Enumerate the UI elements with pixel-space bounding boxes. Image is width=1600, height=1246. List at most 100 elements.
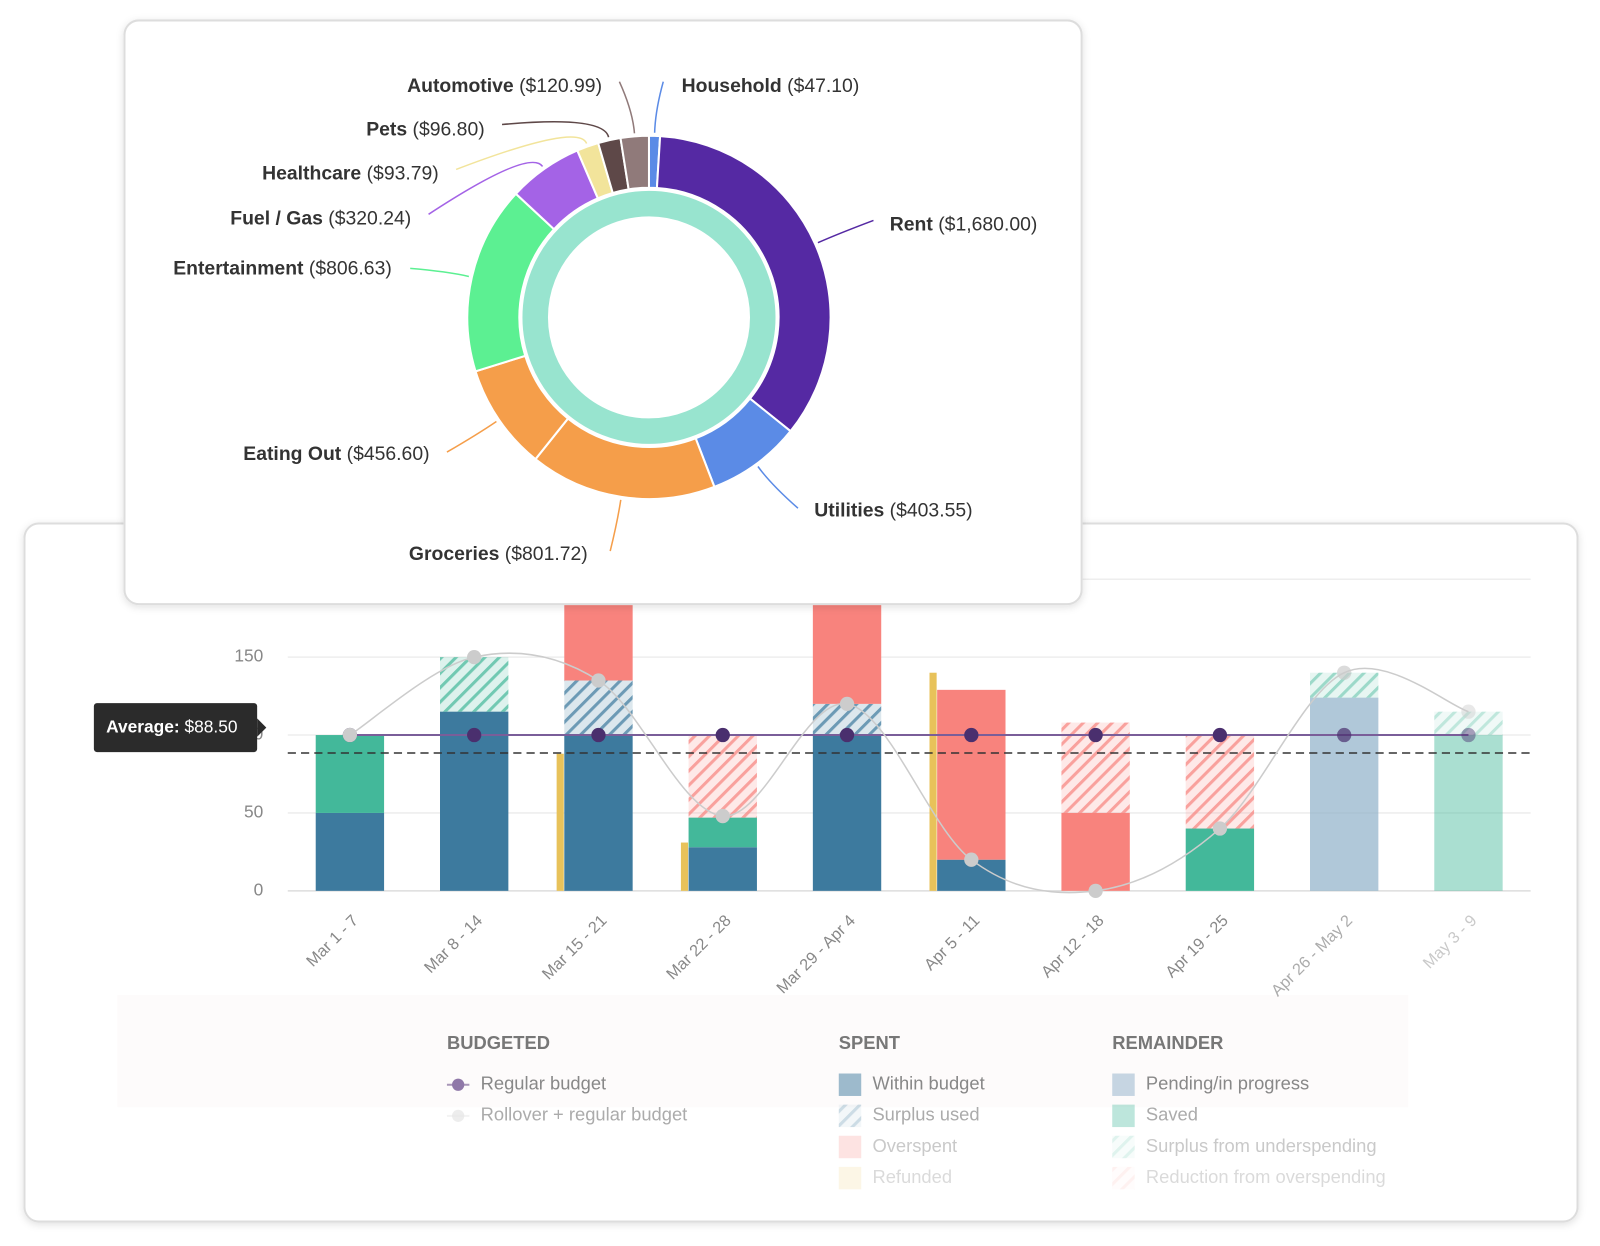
line-point [1088, 883, 1103, 898]
legend-swatch [1112, 1104, 1135, 1128]
line-point [467, 727, 482, 743]
slice-label: Automotive ($120.99) [407, 75, 602, 97]
leader-line [455, 136, 588, 171]
line-point [1088, 727, 1103, 743]
bar-segment [315, 812, 385, 891]
slice-name: Eating Out [243, 443, 341, 465]
slice-name: Healthcare [262, 163, 361, 185]
legend-label: Overspent [872, 1135, 957, 1156]
donut-slice [619, 134, 650, 191]
legend-title: SPENT [839, 1032, 901, 1053]
legend-label: Pending/in progress [1146, 1073, 1309, 1094]
slice-name: Pets [366, 119, 407, 141]
y-tick-label: 50 [244, 802, 263, 822]
legend-swatch [1112, 1135, 1135, 1159]
slice-label: Rent ($1,680.00) [890, 214, 1038, 236]
leader-line [410, 267, 470, 278]
slice-value: ($801.72) [505, 543, 588, 565]
line-point [1337, 727, 1352, 743]
bar-segment [564, 680, 633, 736]
slice-name: Groceries [409, 543, 499, 565]
bar-segment [1061, 812, 1130, 891]
legend-swatch [838, 1135, 862, 1159]
slice-value: ($1,680.00) [938, 214, 1037, 236]
bar-segment [564, 735, 633, 891]
bar-segment [937, 689, 1006, 860]
slice-label: Entertainment ($806.63) [173, 258, 392, 280]
slice-name: Utilities [814, 499, 884, 521]
legend-swatch [1112, 1166, 1135, 1190]
series-line [349, 652, 1469, 894]
line-point [1337, 665, 1352, 680]
slice-label: Groceries ($801.72) [409, 543, 588, 565]
legend-title: REMAINDER [1112, 1032, 1223, 1053]
legend-label: Regular budget [481, 1073, 607, 1094]
bar-segment [1434, 735, 1503, 891]
slice-label: Pets ($96.80) [366, 119, 484, 141]
legend-label: Reduction from overspending [1146, 1166, 1386, 1187]
line-point [964, 727, 979, 743]
slice-name: Entertainment [173, 258, 304, 280]
tooltip-text: Average: $88.50 [106, 716, 237, 736]
line-point [342, 727, 358, 743]
bar-segment [315, 735, 385, 813]
slice-label: Fuel / Gas ($320.24) [230, 208, 411, 230]
leader-line [653, 81, 665, 133]
slice-label: Household ($47.10) [682, 75, 860, 97]
line-point [1461, 704, 1476, 719]
slice-label: Healthcare ($93.79) [262, 163, 439, 185]
legend-label: Surplus used [872, 1104, 979, 1125]
bar-segment [1434, 711, 1503, 736]
tooltip [93, 703, 258, 753]
line-point [1212, 727, 1228, 743]
legend-label: Rollover + regular budget [481, 1104, 688, 1125]
leader-line [618, 81, 636, 134]
bar-segment [688, 847, 757, 891]
slice-value: ($456.60) [347, 443, 430, 465]
line-point [1212, 821, 1228, 836]
line-point [964, 852, 979, 867]
legend-label: Refunded [872, 1166, 952, 1187]
bar-segment [1310, 697, 1379, 891]
leader-line [446, 420, 497, 453]
inner-ring [521, 189, 777, 445]
donut-chart-card: Household ($47.10) Rent ($1,680.00) Utilit… [123, 19, 1083, 606]
donut-slice [655, 135, 832, 433]
line-point [591, 727, 606, 743]
leader-line [757, 466, 799, 509]
legend-swatch [838, 1073, 862, 1096]
legend-dot [452, 1109, 465, 1122]
line-point [715, 727, 730, 743]
line-point [715, 808, 730, 824]
refund-bar [556, 753, 564, 891]
leader-line [609, 499, 622, 552]
leader-line [428, 161, 544, 215]
bar-segment [812, 735, 882, 891]
card [123, 19, 1083, 606]
line-point [591, 673, 606, 688]
slice-value: ($93.79) [367, 163, 439, 185]
line-point [839, 696, 855, 712]
slice-value: ($806.63) [309, 258, 392, 280]
leader-line [501, 121, 610, 138]
tooltip-pointer [257, 718, 267, 737]
legend-label: Surplus from underspending [1146, 1135, 1377, 1156]
line-point [467, 649, 482, 665]
slice-name: Fuel / Gas [230, 208, 323, 230]
refund-bar [680, 842, 689, 891]
line-point [1461, 727, 1476, 743]
slice-name: Household [682, 75, 782, 97]
slice-value: ($120.99) [519, 75, 602, 97]
tooltip-label: Average: [106, 716, 180, 736]
legend-label: Saved [1146, 1104, 1198, 1125]
y-tick-label: 150 [234, 646, 263, 666]
slice-value: ($320.24) [328, 208, 411, 230]
legend-title: BUDGETED [447, 1032, 550, 1053]
legend-swatch [1112, 1073, 1135, 1096]
tooltip-value: $88.50 [184, 716, 237, 736]
slice-label: Eating Out ($456.60) [243, 443, 429, 465]
line-point [839, 727, 855, 743]
